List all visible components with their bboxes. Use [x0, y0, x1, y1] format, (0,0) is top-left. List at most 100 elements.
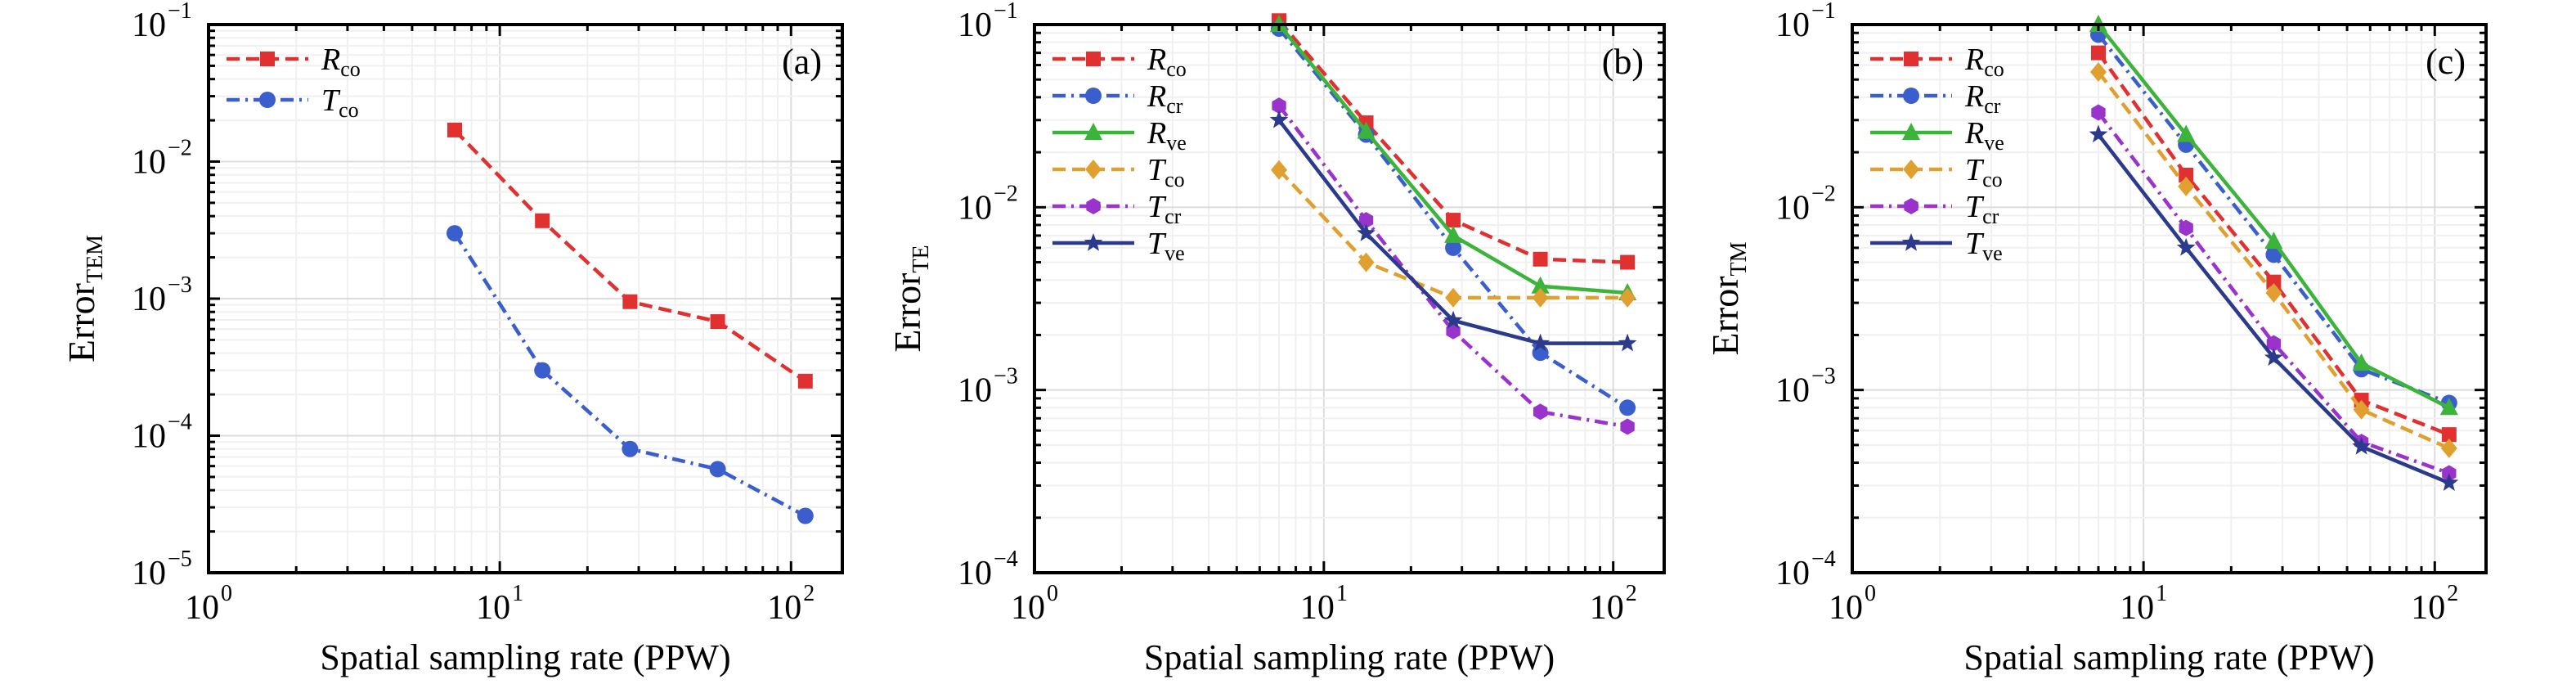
x-tick-exponent: 0: [221, 581, 232, 606]
data-point-hexagon: [1358, 212, 1374, 229]
data-point-star: [1269, 110, 1289, 128]
y-axis-label: ErrorTEM: [61, 235, 108, 362]
y-tick-label: 10: [958, 372, 992, 410]
data-point-triangle: [2352, 353, 2371, 371]
legend-label-name: T: [1965, 227, 1985, 261]
x-tick-exponent: 0: [1047, 581, 1058, 606]
grid: [1851, 24, 2486, 574]
x-axis-label: Spatial sampling rate (PPW): [1963, 637, 2374, 677]
legend-marker-circle: [1085, 88, 1102, 104]
y-axis-label: ErrorTE: [886, 245, 934, 352]
legend-label-name: T: [321, 83, 341, 118]
legend-label-name: R: [1964, 43, 1984, 77]
y-tick-exponent: −5: [168, 547, 192, 572]
legend-label-subscript: cr: [1166, 94, 1183, 118]
y-axis-label-subscript: TM: [1726, 241, 1752, 276]
data-point-star: [2352, 436, 2372, 455]
series-line: [1277, 104, 1628, 429]
y-tick-label: 10: [1775, 372, 1810, 410]
legend-label-subscript: co: [1984, 57, 2004, 81]
data-point-hexagon: [1272, 97, 1286, 115]
data-point-triangle: [2264, 232, 2283, 250]
data-point-circle: [1445, 239, 1462, 256]
x-tick-exponent: 2: [803, 581, 815, 606]
y-tick-exponent: −4: [168, 410, 192, 435]
legend-label: Tco: [321, 83, 359, 122]
axes-frame: [1033, 23, 1666, 574]
y-tick-label: 10: [132, 281, 166, 318]
legend-label-name: T: [1147, 153, 1167, 187]
legend-label-name: T: [1965, 153, 1985, 187]
legend-label: Tve: [1147, 227, 1185, 265]
y-tick-label: 10: [958, 7, 992, 44]
y-tick-exponent: −2: [994, 181, 1018, 206]
y-tick-label: 10: [1775, 7, 1810, 44]
ticks: [1033, 23, 1664, 574]
y-axis-label-main: Error: [1704, 276, 1746, 355]
data-point-square: [447, 122, 462, 137]
legend-label: Tco: [1965, 153, 2003, 191]
x-tick-label: 10: [1829, 589, 1863, 627]
series-r-co: [1272, 13, 1636, 270]
data-point-triangle: [1357, 121, 1376, 139]
legend-label-subscript: cr: [1982, 205, 1999, 228]
data-point-diamond: [1271, 160, 1288, 180]
data-point-diamond: [1619, 287, 1636, 308]
data-point-diamond: [2353, 399, 2370, 420]
data-point-square: [2179, 168, 2194, 183]
series-t-co: [2089, 61, 2457, 458]
legend-marker-circle: [259, 92, 276, 108]
data-point-square: [2090, 45, 2106, 61]
legend-label-subscript: ve: [1984, 131, 2004, 155]
y-tick-exponent: −1: [168, 0, 192, 24]
legend-label-name: R: [1964, 116, 1984, 151]
series-r-ve: [2089, 15, 2458, 416]
data-point-diamond: [1358, 252, 1375, 272]
data-point-triangle: [2439, 398, 2458, 416]
ticks: [207, 23, 842, 574]
data-point-star: [1618, 333, 1637, 352]
data-point-hexagon: [1446, 322, 1461, 340]
x-tick-label: 10: [476, 589, 510, 627]
x-axis-label: Spatial sampling rate (PPW): [320, 637, 730, 677]
y-tick-label: 10: [132, 7, 166, 44]
legend-label: Tcr: [1965, 190, 1999, 228]
y-axis-label-main: Error: [61, 283, 102, 362]
data-point-square: [1533, 251, 1548, 267]
data-point-hexagon: [2179, 219, 2193, 236]
data-point-diamond: [2089, 61, 2107, 82]
legend-marker-triangle: [1084, 123, 1102, 140]
data-point-diamond: [2178, 176, 2195, 196]
y-tick-exponent: −4: [994, 547, 1018, 572]
legend-label-name: T: [1147, 190, 1167, 224]
data-point-star: [1443, 310, 1463, 329]
x-tick-exponent: 1: [512, 581, 523, 606]
data-point-square: [622, 294, 638, 309]
data-point-diamond: [1445, 287, 1462, 308]
legend-label-subscript: co: [1165, 168, 1185, 191]
series-t-ve: [2089, 124, 2459, 491]
grid: [208, 24, 842, 574]
y-tick-label: 10: [132, 418, 166, 456]
y-axis-label-subscript: TE: [909, 245, 934, 272]
legend-label-subscript: co: [339, 98, 359, 122]
x-tick-label: 10: [767, 589, 801, 627]
legend-marker-star: [1084, 233, 1103, 251]
panel-tag: (c): [2426, 42, 2466, 82]
panel-tag: (a): [782, 42, 822, 82]
legend-marker-hexagon: [1086, 198, 1101, 214]
y-tick-exponent: −3: [994, 364, 1018, 389]
data-point-triangle: [1531, 276, 1550, 294]
data-point-star: [1357, 223, 1376, 241]
legend-label-name: R: [321, 43, 340, 77]
data-point-square: [1620, 254, 1636, 270]
data-point-square: [710, 314, 725, 330]
legend-label-name: T: [1147, 227, 1167, 261]
legend-label-name: R: [1147, 116, 1166, 151]
data-point-square: [1446, 213, 1461, 228]
legend-label: Tcr: [1147, 190, 1182, 228]
